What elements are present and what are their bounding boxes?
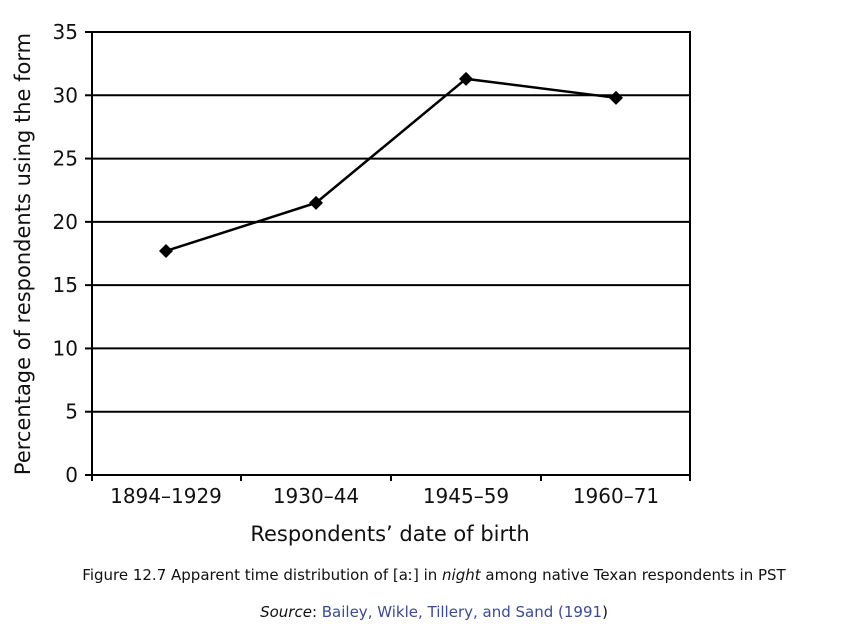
x-axis-label: Respondents’ date of birth: [250, 522, 529, 546]
x-tick-label: 1945–59: [423, 484, 509, 508]
x-tick-label: 1960–71: [573, 484, 659, 508]
y-tick-label: 35: [53, 20, 78, 44]
y-axis-ticks: 0 5 10 15 20 25 30 35: [53, 20, 92, 487]
y-tick-label: 25: [53, 147, 78, 171]
series-line: [165, 77, 617, 253]
data-point-diamond: [609, 90, 623, 105]
x-tick-label: 1930–44: [273, 484, 359, 508]
gridlines: [92, 94, 690, 413]
y-tick-label: 10: [53, 336, 78, 360]
x-tick-label: 1894–1929: [110, 484, 222, 508]
series-layer: [159, 71, 623, 258]
y-tick-label: 30: [53, 83, 78, 107]
caption-suffix: among native Texan respondents in PST: [480, 566, 786, 584]
plot-frame: [91, 31, 691, 476]
data-point-diamond: [459, 71, 473, 86]
line-chart: 0 5 10 15 20 25 30 35 1894–1929 1930–44 1945–59 19…: [11, 20, 691, 546]
y-tick-label: 20: [53, 210, 78, 234]
x-axis-ticks: 1894–1929 1930–44 1945–59 1960–71: [91, 475, 691, 508]
y-tick-label: 5: [65, 400, 78, 424]
source-citation-link[interactable]: Bailey, Wikle, Tillery, and Sand (1991: [321, 603, 603, 621]
data-point-diamond: [159, 243, 173, 258]
y-tick-label: 15: [53, 273, 78, 297]
source-close: ): [602, 603, 608, 621]
source-colon: :: [311, 603, 322, 621]
figure-source: Source: Bailey, Wikle, Tillery, and Sand…: [0, 603, 868, 621]
data-point-diamond: [309, 195, 323, 210]
caption-italic-word: night: [442, 566, 481, 584]
y-axis-label: Percentage of respondents using the form: [11, 33, 35, 475]
figure-caption: Figure 12.7 Apparent time distribution o…: [0, 566, 868, 584]
y-tick-label: 0: [65, 463, 78, 487]
source-label: Source: [260, 603, 312, 621]
caption-prefix: Figure 12.7 Apparent time distribution o…: [82, 566, 443, 584]
